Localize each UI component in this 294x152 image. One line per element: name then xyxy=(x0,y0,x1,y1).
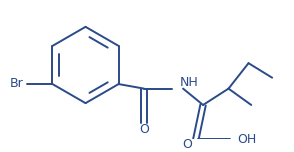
Text: Br: Br xyxy=(10,77,24,90)
Text: NH: NH xyxy=(179,76,198,89)
Text: O: O xyxy=(183,138,193,151)
Text: O: O xyxy=(139,123,149,136)
Text: OH: OH xyxy=(238,133,257,146)
